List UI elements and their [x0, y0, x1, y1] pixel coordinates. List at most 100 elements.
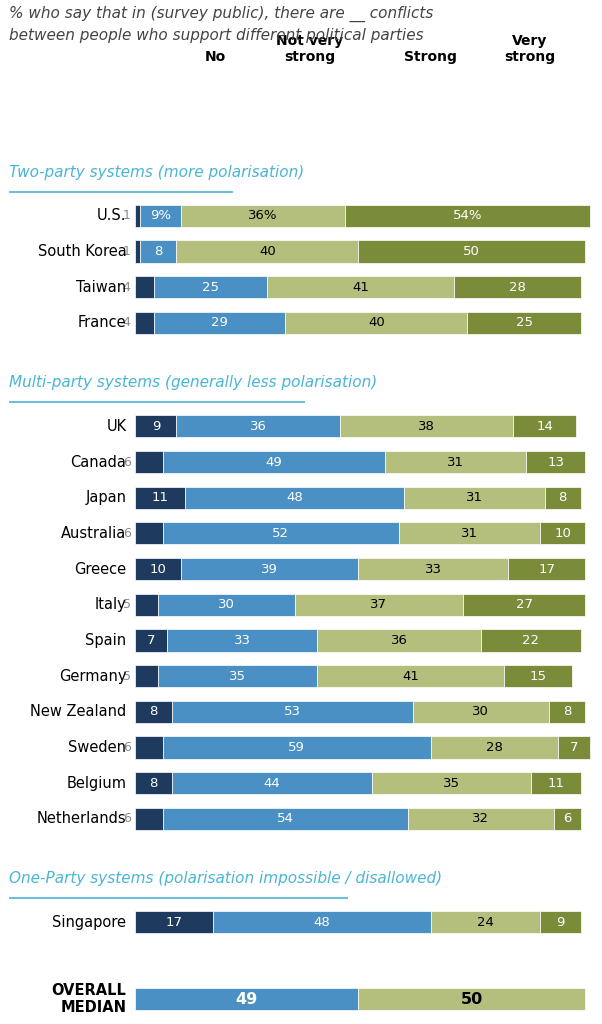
Text: 11: 11: [152, 492, 169, 504]
Text: France: France: [78, 315, 126, 331]
Text: 50: 50: [461, 991, 483, 1007]
Text: 7: 7: [147, 634, 155, 647]
Bar: [135, 522, 163, 545]
Text: 10: 10: [150, 562, 167, 575]
Bar: [176, 241, 358, 262]
Bar: [167, 630, 317, 651]
Bar: [158, 665, 317, 687]
Text: 6: 6: [123, 456, 131, 469]
Bar: [372, 772, 531, 795]
Text: 48: 48: [286, 492, 303, 504]
Text: 54%: 54%: [453, 209, 482, 222]
Text: 32: 32: [473, 812, 489, 825]
Bar: [549, 700, 585, 723]
Text: Sweden: Sweden: [69, 740, 126, 755]
Text: 27: 27: [515, 598, 533, 611]
Bar: [294, 594, 463, 615]
Text: 24: 24: [477, 915, 494, 929]
Text: 30: 30: [218, 598, 235, 611]
Text: New Zealand: New Zealand: [30, 705, 126, 719]
Bar: [135, 736, 163, 759]
Text: Strong: Strong: [403, 50, 456, 65]
Bar: [213, 911, 431, 933]
Text: 37: 37: [370, 598, 387, 611]
Text: 31: 31: [465, 492, 483, 504]
Text: Multi-party systems (generally less polarisation): Multi-party systems (generally less pola…: [9, 375, 377, 390]
Bar: [545, 486, 581, 509]
Bar: [135, 988, 358, 1010]
Bar: [158, 594, 294, 615]
Bar: [154, 276, 267, 298]
Bar: [399, 522, 540, 545]
Bar: [135, 312, 154, 334]
Text: 1: 1: [123, 245, 131, 258]
Bar: [135, 700, 172, 723]
Bar: [454, 276, 581, 298]
Bar: [431, 911, 540, 933]
Text: Germany: Germany: [59, 669, 126, 684]
Bar: [317, 630, 481, 651]
Text: 38: 38: [418, 420, 435, 433]
Bar: [358, 988, 585, 1010]
Text: 28: 28: [486, 741, 503, 754]
Bar: [358, 241, 585, 262]
Text: 11: 11: [547, 776, 564, 790]
Bar: [135, 205, 140, 227]
Bar: [540, 522, 585, 545]
Bar: [181, 205, 344, 227]
Bar: [340, 416, 513, 437]
Bar: [135, 772, 172, 795]
Text: 5: 5: [123, 670, 131, 683]
Text: 49: 49: [235, 991, 258, 1007]
Text: 52: 52: [272, 527, 290, 540]
Text: 49: 49: [265, 456, 282, 469]
Text: 1: 1: [123, 209, 131, 222]
Text: 28: 28: [509, 281, 526, 294]
Text: 41: 41: [352, 281, 369, 294]
Text: 10: 10: [554, 527, 571, 540]
Bar: [135, 665, 158, 687]
Text: 35: 35: [443, 776, 460, 790]
Bar: [408, 808, 554, 829]
Bar: [467, 312, 581, 334]
Text: 31: 31: [447, 456, 464, 469]
Text: 4: 4: [123, 281, 131, 294]
Text: 39: 39: [261, 562, 278, 575]
Text: No: No: [204, 50, 226, 65]
Bar: [135, 241, 140, 262]
Text: 14: 14: [536, 420, 553, 433]
Bar: [135, 486, 185, 509]
Text: 7: 7: [570, 741, 579, 754]
Text: % who say that in (survey public), there are __ conflicts
between people who sup: % who say that in (survey public), there…: [9, 5, 433, 43]
Bar: [172, 700, 413, 723]
Bar: [135, 416, 176, 437]
Text: 13: 13: [547, 456, 564, 469]
Text: 6: 6: [123, 741, 131, 754]
Bar: [135, 594, 158, 615]
Bar: [508, 558, 585, 581]
Text: Belgium: Belgium: [66, 775, 126, 791]
Text: One-Party systems (polarisation impossible / disallowed): One-Party systems (polarisation impossib…: [9, 871, 442, 886]
Text: 36: 36: [250, 420, 267, 433]
Bar: [135, 558, 181, 581]
Text: U.S.: U.S.: [97, 208, 126, 223]
Bar: [185, 486, 403, 509]
Text: 44: 44: [264, 776, 280, 790]
Text: 4: 4: [123, 316, 131, 330]
Bar: [285, 312, 467, 334]
Bar: [135, 630, 167, 651]
Bar: [154, 312, 285, 334]
Text: 59: 59: [288, 741, 305, 754]
Text: 50: 50: [464, 245, 480, 258]
Text: 41: 41: [402, 670, 419, 683]
Bar: [163, 522, 399, 545]
Text: 17: 17: [538, 562, 555, 575]
Text: 40: 40: [259, 245, 276, 258]
Bar: [481, 630, 581, 651]
Bar: [526, 451, 585, 473]
Text: Italy: Italy: [95, 597, 126, 612]
Text: 8: 8: [149, 776, 158, 790]
Text: Singapore: Singapore: [52, 914, 126, 930]
Text: 54: 54: [277, 812, 294, 825]
Text: 9%: 9%: [150, 209, 171, 222]
